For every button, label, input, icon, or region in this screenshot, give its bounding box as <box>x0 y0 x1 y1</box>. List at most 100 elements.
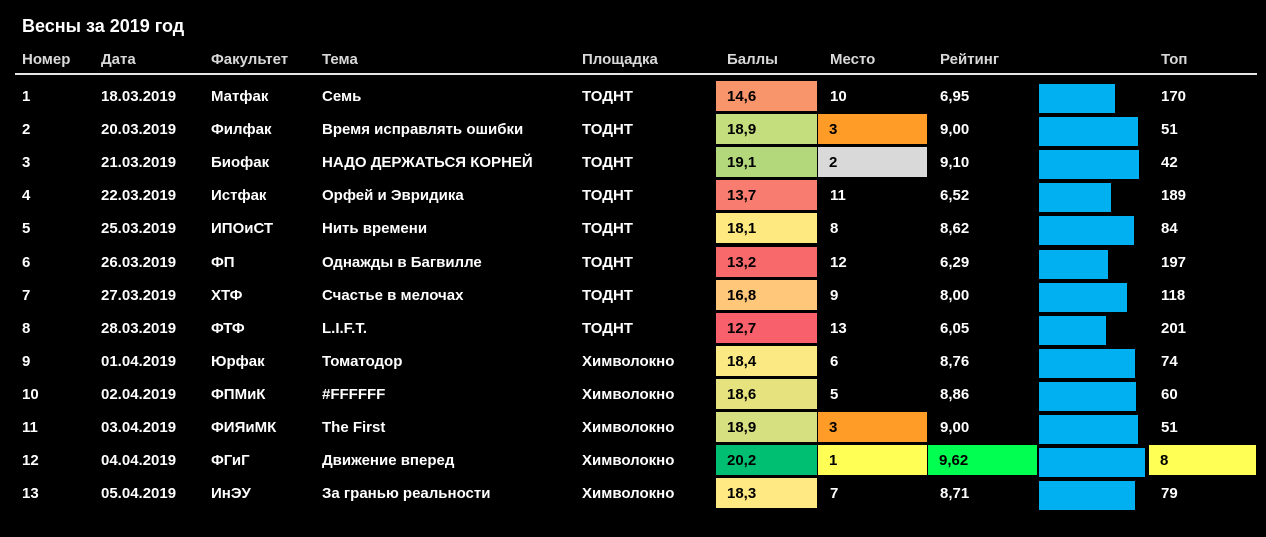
rating-bar <box>1039 481 1135 511</box>
cell-theme: Однажды в Багвилле <box>322 253 482 271</box>
cell-date: 05.04.2019 <box>101 485 177 503</box>
rating-bar <box>1039 282 1127 312</box>
cell-faculty: ФТФ <box>211 319 245 337</box>
cell-num: 8 <box>22 319 31 337</box>
cell-num: 6 <box>22 253 31 271</box>
cell-place: 8 <box>830 220 839 238</box>
rating-bar <box>1039 150 1139 180</box>
cell-score: 18,9 <box>715 113 818 146</box>
table-row: 7 27.03.2019 ХТФ Счастье в мелочах ТОДНТ 16,8… <box>0 278 1266 312</box>
table-row: 5 25.03.2019 ИПОиСТ Нить времени ТОДНТ 18,1 8 8… <box>0 212 1266 246</box>
table-title: Весны за 2019 год <box>22 16 185 36</box>
cell-num: 7 <box>22 286 31 304</box>
cell-num: 4 <box>22 187 31 205</box>
cell-top: 84 <box>1161 220 1178 238</box>
table-row: 13 05.04.2019 ИнЭУ За гранью реальности Химв… <box>0 477 1266 511</box>
cell-score: 14,6 <box>715 80 818 112</box>
table-row: 11 03.04.2019 ФИЯиМК The First Химволокно 18,… <box>0 411 1266 444</box>
cell-num: 12 <box>22 452 39 470</box>
cell-top: 189 <box>1161 187 1187 205</box>
cell-rating: 8,00 <box>940 286 970 304</box>
cell-place: 3 <box>817 411 928 443</box>
cell-venue: Химволокно <box>582 385 675 403</box>
rating-bar <box>1039 249 1108 279</box>
cell-faculty: ХТФ <box>211 286 243 304</box>
cell-venue: ТОДНТ <box>582 319 633 337</box>
cell-rating: 6,05 <box>940 319 970 337</box>
cell-theme: Томатодор <box>322 352 403 370</box>
cell-theme: НАДО ДЕРЖАТЬСЯ КОРНЕЙ <box>322 154 533 172</box>
cell-venue: Химволокно <box>582 452 675 470</box>
cell-faculty: ФГиГ <box>211 452 250 470</box>
cell-date: 26.03.2019 <box>101 253 177 271</box>
header-date: Дата <box>101 51 136 68</box>
cell-rating: 8,86 <box>940 385 970 403</box>
cell-venue: ТОДНТ <box>582 154 633 172</box>
cell-theme: #FFFFFF <box>322 385 386 403</box>
cell-top: 74 <box>1161 352 1178 370</box>
cell-top: 60 <box>1161 385 1178 403</box>
cell-faculty: ФП <box>211 253 235 271</box>
cell-venue: ТОДНТ <box>582 187 633 205</box>
cell-score: 13,7 <box>715 179 818 212</box>
header-divider <box>15 73 1257 75</box>
cell-theme: The First <box>322 419 386 436</box>
table-row: 4 22.03.2019 Истфак Орфей и Эвридика ТОДНТ 13… <box>0 179 1266 213</box>
cell-venue: Химволокно <box>582 485 675 503</box>
cell-score: 18,1 <box>715 212 818 245</box>
cell-score: 16,8 <box>715 278 818 311</box>
cell-score: 18,3 <box>715 477 818 510</box>
cell-num: 9 <box>22 352 31 370</box>
cell-faculty: Филфак <box>211 121 272 139</box>
cell-top: 201 <box>1161 319 1187 337</box>
rating-bar <box>1039 117 1138 147</box>
cell-num: 10 <box>22 385 39 403</box>
rating-bar <box>1039 84 1115 113</box>
rating-bar <box>1039 216 1134 246</box>
cell-place: 7 <box>830 485 839 503</box>
cell-venue: ТОДНТ <box>582 286 633 304</box>
cell-faculty: ФИЯиМК <box>211 419 277 436</box>
cell-num: 3 <box>22 154 31 172</box>
cell-faculty: ИПОиСТ <box>211 220 274 238</box>
cell-date: 28.03.2019 <box>101 319 177 337</box>
cell-place: 1 <box>817 444 928 477</box>
cell-place: 12 <box>830 253 847 271</box>
cell-score: 18,4 <box>715 344 818 377</box>
cell-theme: За гранью реальности <box>322 485 491 503</box>
cell-venue: ТОДНТ <box>582 220 633 238</box>
cell-score: 13,2 <box>715 245 818 278</box>
table-row: 1 18.03.2019 Матфак Семь ТОДНТ 14,6 10 6,95 170 <box>0 80 1266 113</box>
cell-num: 11 <box>22 419 38 436</box>
cell-score: 20,2 <box>715 444 818 477</box>
cell-top: 51 <box>1161 419 1178 436</box>
cell-faculty: ИнЭУ <box>211 485 251 503</box>
cell-top: 42 <box>1161 154 1178 172</box>
table-row: 9 01.04.2019 Юрфак Томатодор Химволокно 18,4 6… <box>0 344 1266 378</box>
cell-date: 21.03.2019 <box>101 154 177 172</box>
cell-score: 18,9 <box>715 411 818 443</box>
cell-date: 18.03.2019 <box>101 88 177 105</box>
rating-bar <box>1039 315 1106 345</box>
cell-rating: 8,71 <box>940 485 970 503</box>
cell-theme: Нить времени <box>322 220 428 238</box>
table-row: 10 02.04.2019 ФПМиК #FFFFFF Химволокно 18,6 5 8… <box>0 377 1266 411</box>
cell-theme: Счастье в мелочах <box>322 286 464 304</box>
cell-place: 3 <box>817 113 928 146</box>
cell-top: 51 <box>1161 121 1178 139</box>
cell-faculty: Юрфак <box>211 352 265 370</box>
cell-date: 22.03.2019 <box>101 187 177 205</box>
cell-faculty: Матфак <box>211 88 269 105</box>
header-venue: Площадка <box>582 51 658 68</box>
table-row: 8 28.03.2019 ФТФ L.I.F.T. ТОДНТ 12,7 13 6,05 201 <box>0 311 1266 345</box>
rating-bar <box>1039 348 1135 378</box>
cell-date: 25.03.2019 <box>101 220 177 238</box>
cell-place: 10 <box>830 88 847 105</box>
cell-theme: Орфей и Эвридика <box>322 187 464 205</box>
cell-top: 170 <box>1161 88 1187 105</box>
cell-theme: Движение вперед <box>322 452 455 470</box>
cell-rating: 6,52 <box>940 187 970 205</box>
header-rating: Рейтинг <box>940 51 1000 68</box>
cell-rating: 9,10 <box>940 154 970 172</box>
header-place: Место <box>830 51 876 68</box>
